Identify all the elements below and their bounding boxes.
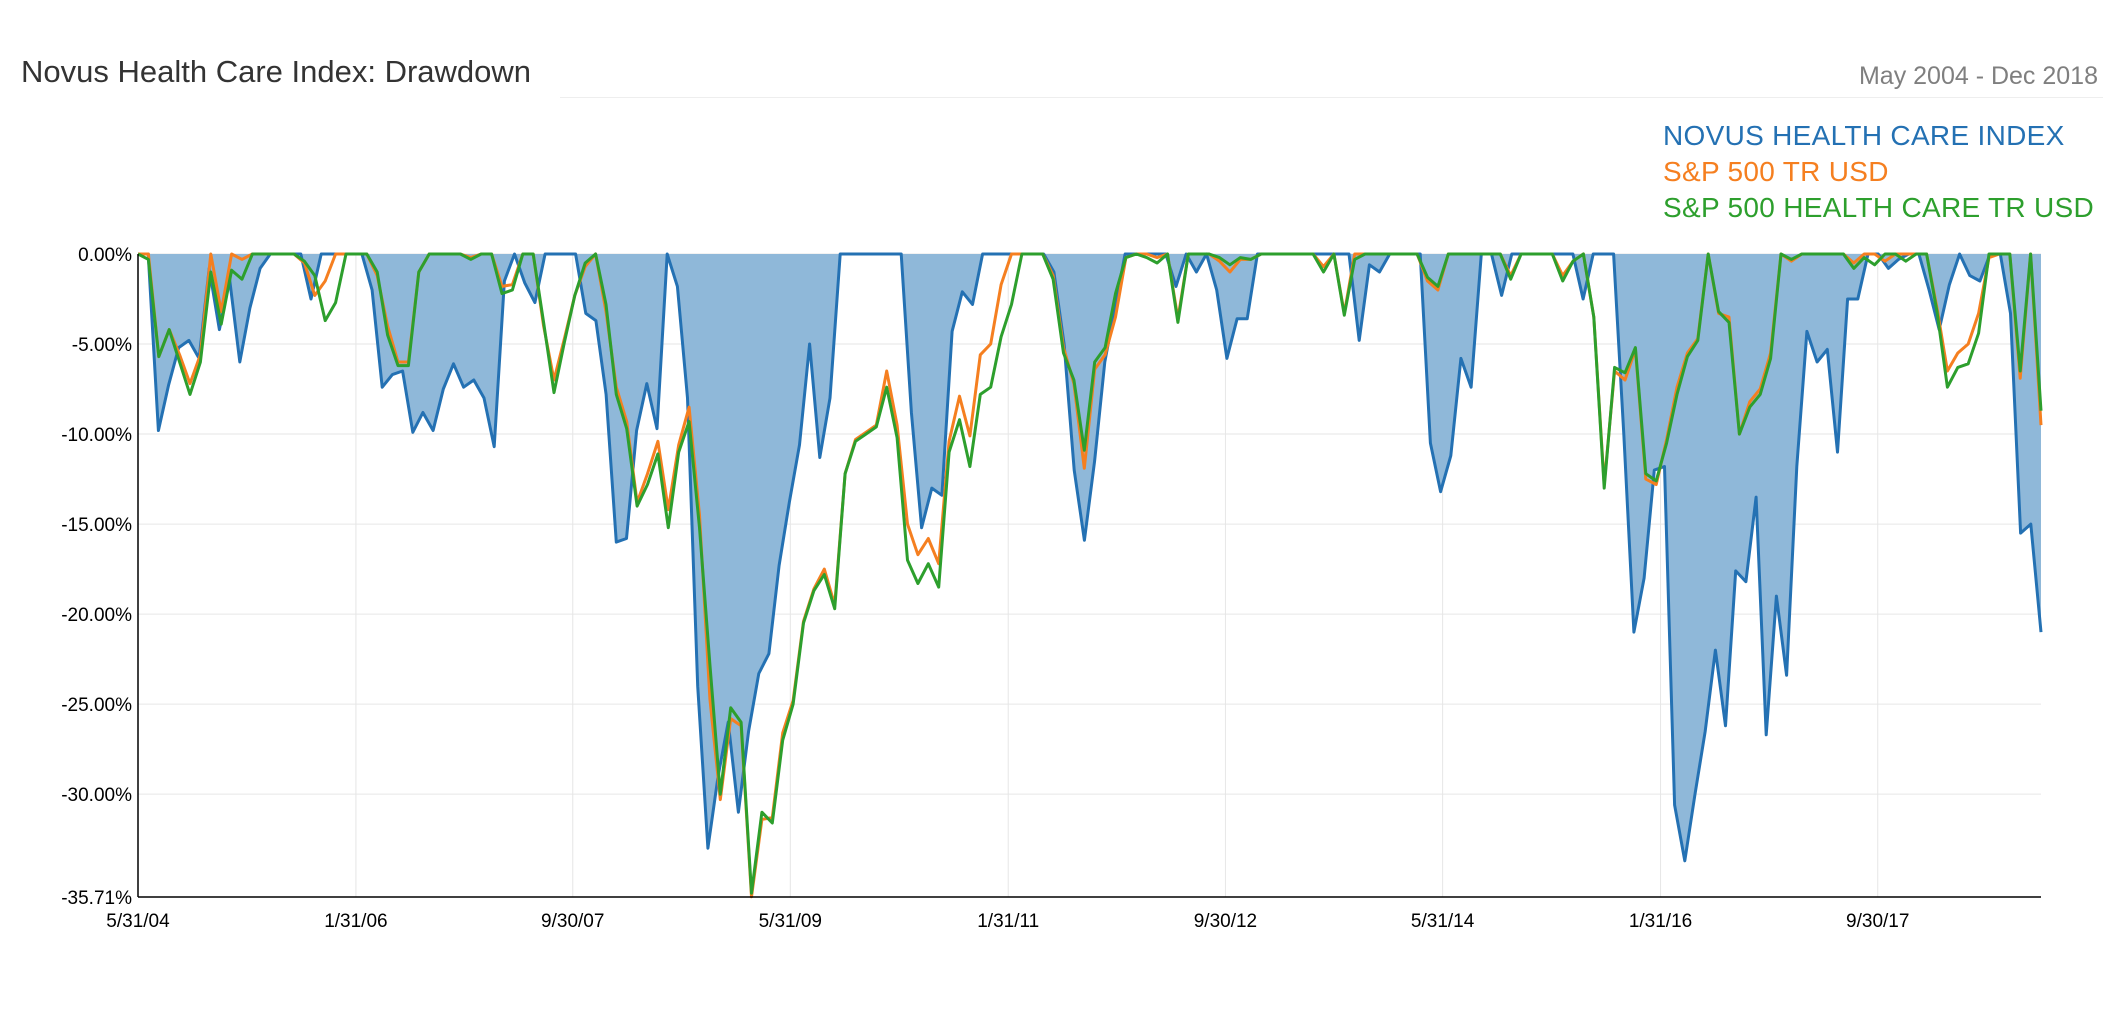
legend-item-sp500[interactable]: S&P 500 TR USD xyxy=(1663,156,1889,187)
series-lines xyxy=(137,252,2043,899)
series-area-index xyxy=(138,254,2041,861)
x-tick-label: 1/31/11 xyxy=(977,911,1039,932)
y-tick-label: -25.00% xyxy=(61,695,132,716)
x-tick-label: 5/31/04 xyxy=(106,911,170,932)
y-tick-label: -5.00% xyxy=(72,335,132,356)
legend-item-sp500-health-care[interactable]: S&P 500 HEALTH CARE TR USD xyxy=(1663,192,2095,223)
area-layer xyxy=(138,254,2041,861)
axes xyxy=(137,254,2041,898)
x-tick-label: 1/31/06 xyxy=(324,911,387,932)
legend-item-index[interactable]: NOVUS HEALTH CARE INDEX xyxy=(1663,120,2065,151)
x-tick-label: 9/30/17 xyxy=(1846,911,1909,932)
y-tick-label: 0.00% xyxy=(78,245,132,266)
y-axis-ticks: 0.00% -5.00% -10.00% -15.00% -20.00% -25.00% -… xyxy=(61,245,132,909)
y-tick-label: -15.00% xyxy=(61,515,132,536)
x-tick-label: 9/30/07 xyxy=(541,911,604,932)
x-tick-label: 5/31/14 xyxy=(1411,911,1475,932)
date-range-label: May 2004 - Dec 2018 xyxy=(1858,62,2098,90)
chart-legend: NOVUS HEALTH CARE INDEX S&P 500 TR USD S… xyxy=(1663,118,2094,226)
chart-title: Novus Health Care Index: Drawdown xyxy=(21,54,532,89)
header-divider xyxy=(560,97,2103,98)
x-tick-label: 1/31/16 xyxy=(1629,911,1692,932)
y-tick-label: -35.71% xyxy=(61,888,132,909)
x-tick-label: 9/30/12 xyxy=(1194,911,1257,932)
x-axis-ticks: 5/31/04 1/31/06 9/30/07 5/31/09 1/31/11 9/30/… xyxy=(106,911,1909,932)
y-tick-label: -30.00% xyxy=(61,785,132,806)
x-tick-label: 5/31/09 xyxy=(759,911,822,932)
series-line-sp500-health-care[interactable] xyxy=(137,252,2043,895)
series-line-index[interactable] xyxy=(138,252,2043,863)
y-tick-label: -10.00% xyxy=(61,425,132,446)
y-tick-label: -20.00% xyxy=(61,605,132,626)
